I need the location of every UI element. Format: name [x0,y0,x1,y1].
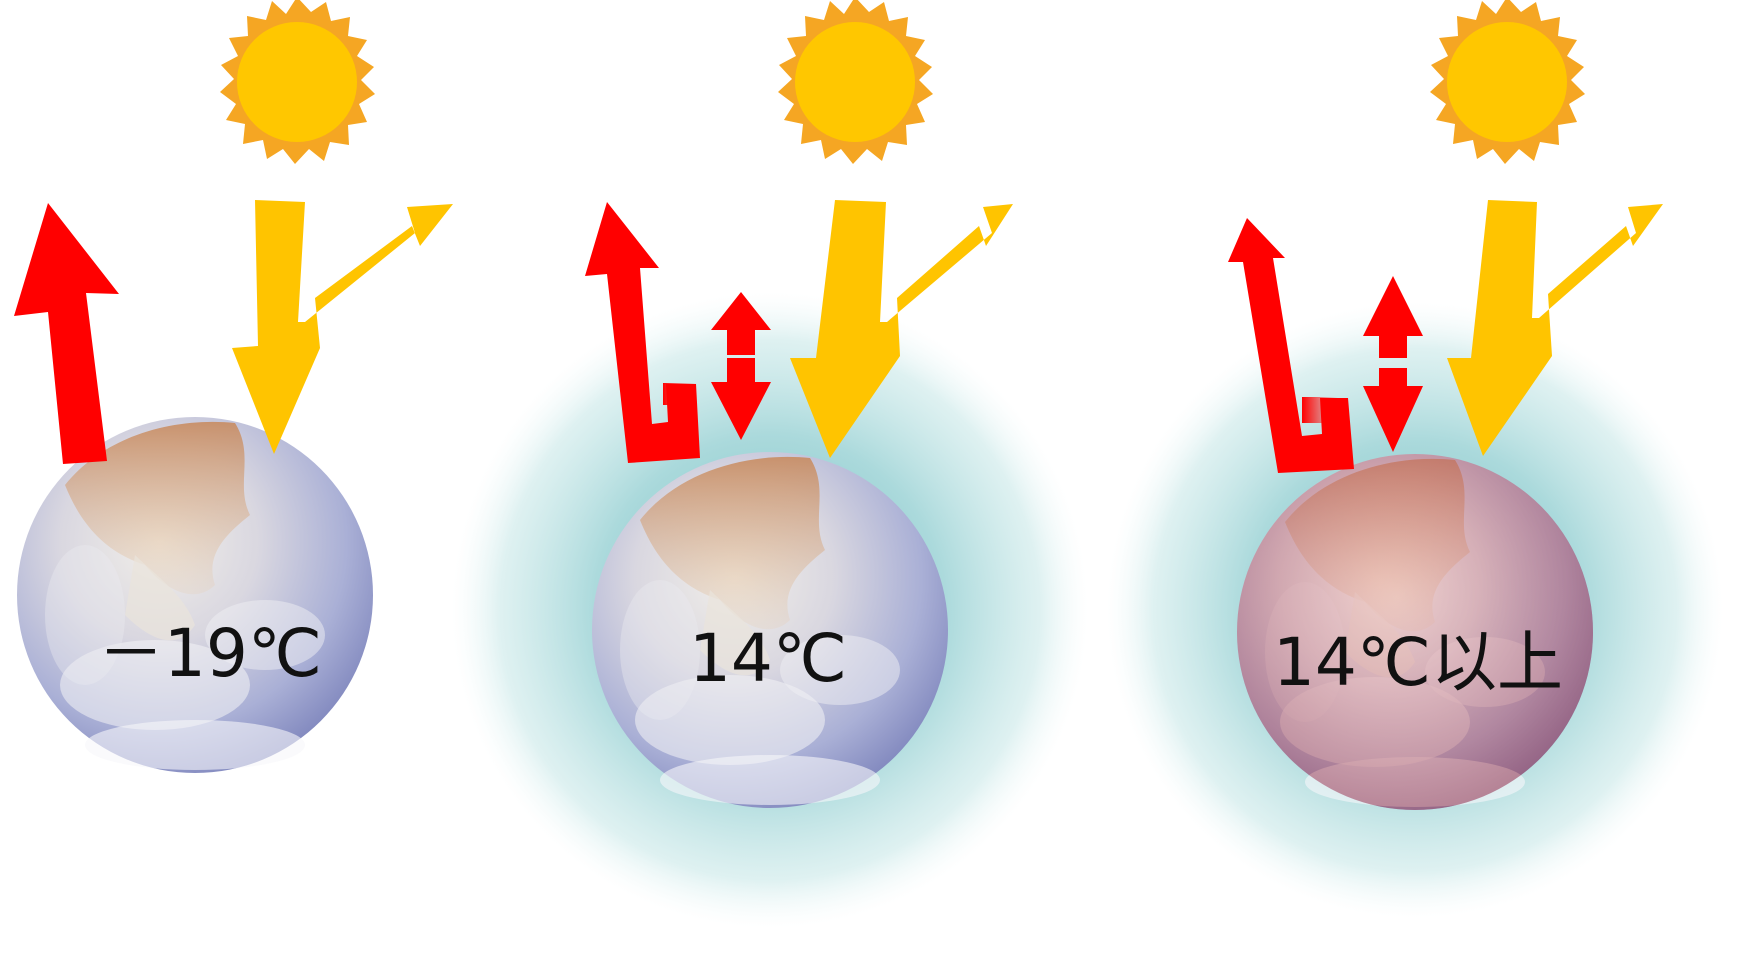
earth-icon [17,417,373,773]
sun-icon [220,0,375,164]
temperature-label: 14℃以上 [1273,624,1563,701]
solar-arrow [790,200,1013,458]
solar-arrow [1447,200,1663,456]
panel-no-atmosphere: －19℃ [14,0,453,773]
sun-icon [1430,0,1585,164]
earth-icon [1237,454,1593,810]
double-arrow [711,292,771,440]
temperature-label: －19℃ [98,615,322,692]
heat-arrow-fade [663,383,697,405]
double-arrow [1363,276,1423,452]
solar-arrow [232,200,453,454]
panel-enhanced-greenhouse: 14℃以上 [1107,0,1723,918]
heat-arrow [14,203,119,464]
temperature-label: 14℃ [689,620,847,697]
sun-icon [778,0,933,164]
heat-arrow-fade [1302,397,1338,423]
panel-with-atmosphere: 14℃ [452,0,1088,928]
